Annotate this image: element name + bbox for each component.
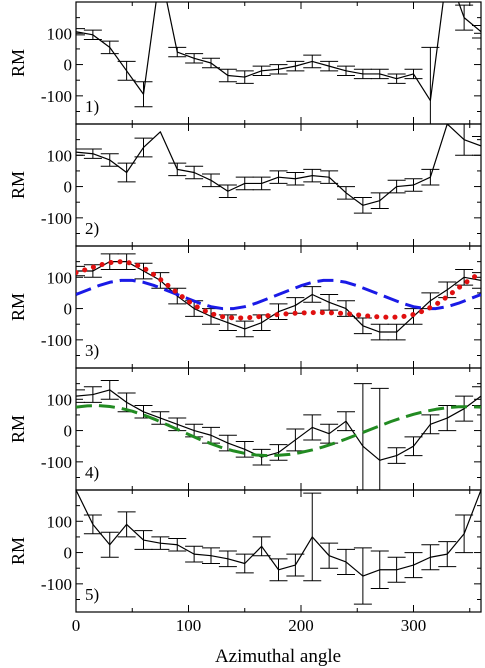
y-tick-label: 0 <box>64 300 73 319</box>
panel-4: 100 0 -100 RM 4) <box>8 367 482 491</box>
y-tick-label: 0 <box>64 544 73 563</box>
y-tick-label: 100 <box>47 390 73 409</box>
series-group <box>76 2 481 124</box>
series-line-1 <box>76 2 481 102</box>
y-axis-label: RM <box>8 415 28 443</box>
y-tick-label: 100 <box>47 512 73 531</box>
x-tick-label: 300 <box>401 616 427 635</box>
y-tick-label: 0 <box>64 178 73 197</box>
series-line-2 <box>76 278 481 311</box>
x-tick-label: 0 <box>72 616 81 635</box>
chart-panels: 100 0 -100 RM 1) 100 0 -100 RM 2) 100 0 -100 RM 3) 100 0… <box>8 1 482 635</box>
panel-label: 2) <box>85 219 99 238</box>
series-group <box>76 253 481 341</box>
y-axis-label: RM <box>8 293 28 321</box>
y-tick-label: 0 <box>64 56 73 75</box>
y-tick-label: -100 <box>41 453 72 472</box>
y-axis-label: RM <box>8 49 28 77</box>
panel-label: 1) <box>85 97 99 116</box>
y-tick-label: -100 <box>41 575 72 594</box>
series-group <box>76 490 481 605</box>
panel-5: 100 0 -100 0 100 200 300 RM 5) <box>8 489 482 635</box>
series-group <box>76 380 481 490</box>
series-line-2 <box>76 404 481 458</box>
panel-label: 4) <box>85 463 99 482</box>
y-tick-label: 100 <box>47 24 73 43</box>
y-tick-label: -100 <box>41 331 72 350</box>
y-tick-label: 0 <box>64 422 73 441</box>
y-tick-label: -100 <box>41 209 72 228</box>
panel-3: 100 0 -100 RM 3) <box>8 245 482 369</box>
panel-frame <box>75 367 482 491</box>
panel-frame <box>75 123 482 247</box>
x-axis-label: Azimuthal angle <box>215 646 341 667</box>
y-axis-label: RM <box>8 171 28 199</box>
series-line-1 <box>76 124 481 206</box>
panel-label: 5) <box>85 585 99 604</box>
y-tick-label: 100 <box>47 268 73 287</box>
series-group <box>76 124 481 214</box>
y-tick-label: 100 <box>47 146 73 165</box>
panel-label: 3) <box>85 341 99 360</box>
y-tick-label: -100 <box>41 87 72 106</box>
series-line-1 <box>76 261 481 333</box>
x-tick-label: 100 <box>176 616 202 635</box>
panel-frame <box>75 489 482 613</box>
series-line-3 <box>76 259 481 321</box>
x-tick-label: 200 <box>288 616 314 635</box>
panel-2: 100 0 -100 RM 2) <box>8 123 482 247</box>
panel-frame <box>75 1 482 125</box>
y-axis-label: RM <box>8 537 28 565</box>
